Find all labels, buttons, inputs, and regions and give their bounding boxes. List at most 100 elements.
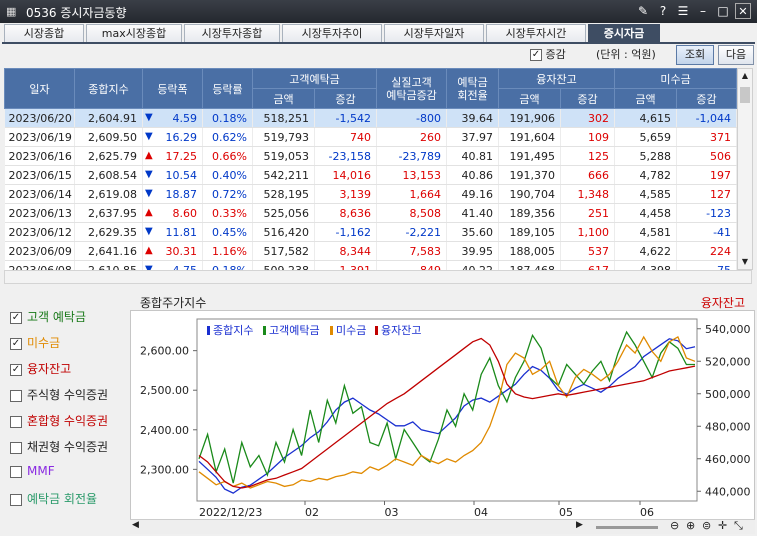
- col-deposit[interactable]: 고객예탁금: [251, 68, 378, 89]
- down-arrow-icon: ▼: [145, 111, 153, 123]
- chart-scroll-right-icon[interactable]: ▶: [576, 520, 583, 530]
- cell-margin-diff-value: 537: [588, 244, 610, 258]
- window-menu-icon[interactable]: ▦: [6, 5, 17, 18]
- line-chart[interactable]: 2,600.00 2,500.00 2,400.00 2,300.00 540,000 5…: [131, 311, 756, 521]
- zoom-slider[interactable]: [596, 526, 658, 529]
- chart-scroll-left-icon[interactable]: ◀: [132, 520, 139, 530]
- cell-deposit-value: 519,793: [263, 130, 310, 144]
- change-checkbox-group[interactable]: ✓ 증감: [530, 46, 566, 66]
- table-row[interactable]: 2023/06/19 2,609.50 ▼ 16.29 0.62% 519,793 740 2…: [4, 127, 738, 147]
- col-deposit-amount[interactable]: 금액: [252, 88, 315, 109]
- cell-deposit-value: 518,251: [263, 111, 310, 125]
- cell-rate: 0.45%: [202, 222, 253, 242]
- cell-margin-diff-value: 1,100: [577, 225, 610, 239]
- help-icon[interactable]: ?: [659, 4, 667, 18]
- cell-deposit-value: 516,420: [263, 225, 310, 239]
- cell-rate: 0.72%: [202, 184, 253, 204]
- tab-max-market-summary[interactable]: max시장종합: [86, 24, 182, 43]
- legend-checkbox[interactable]: [10, 441, 22, 454]
- col-margin-amount[interactable]: 금액: [498, 88, 562, 109]
- legend-checkbox[interactable]: [10, 493, 22, 506]
- tab-investor-daily[interactable]: 시장투자일자: [384, 24, 484, 43]
- settings-icon[interactable]: ☰: [677, 4, 689, 18]
- tab-market-summary[interactable]: 시장종합: [4, 24, 84, 43]
- table-row[interactable]: 2023/06/20 2,604.91 ▼ 4.59 0.18% 518,251 -1,54…: [4, 108, 738, 128]
- cell-margin-diff: 302: [560, 108, 616, 128]
- down-arrow-icon: ▼: [145, 263, 153, 275]
- cell-date-value: 2023/06/13: [8, 206, 72, 220]
- cell-unpaid: 4,622: [614, 241, 678, 261]
- cell-index-value: 2,604.91: [88, 111, 137, 125]
- legend-item[interactable]: 예탁금 회전율: [10, 490, 97, 507]
- cell-margin-diff: 1,348: [560, 184, 616, 204]
- cell-unpaid: 4,615: [614, 108, 678, 128]
- col-turnover[interactable]: 예탁금 회전율: [446, 68, 500, 109]
- minimize-icon[interactable]: –: [700, 4, 706, 18]
- legend-item[interactable]: ✓ 고객 예탁금: [10, 308, 86, 325]
- tab-market-funds[interactable]: 증시자금: [588, 24, 660, 43]
- cell-unpaid-value: 4,585: [639, 187, 672, 201]
- cell-unpaid-diff: 506: [676, 146, 738, 166]
- cell-unpaid-diff-value: 371: [710, 130, 732, 144]
- col-unpaid[interactable]: 미수금: [614, 68, 738, 89]
- table-vertical-scrollbar[interactable]: ▲ ▼: [737, 68, 753, 270]
- table-row[interactable]: 2023/06/16 2,625.79 ▲ 17.25 0.66% 519,053 -23,…: [4, 146, 738, 166]
- legend-checkbox[interactable]: ✓: [10, 337, 22, 350]
- legend-checkbox[interactable]: ✓: [10, 311, 22, 324]
- tab-investor-time[interactable]: 시장투자시간: [486, 24, 586, 43]
- col-date[interactable]: 일자: [4, 68, 75, 109]
- legend-item[interactable]: 혼합형 수익증권: [10, 412, 108, 429]
- legend-checkbox[interactable]: [10, 465, 22, 478]
- next-button[interactable]: 다음: [718, 45, 754, 65]
- col-unpaid-amount[interactable]: 금액: [614, 88, 678, 109]
- table-row[interactable]: 2023/06/13 2,637.95 ▲ 8.60 0.33% 525,056 8,636…: [4, 203, 738, 223]
- crosshair-icon[interactable]: ✛: [718, 519, 728, 532]
- legend-item[interactable]: MMF: [10, 464, 55, 478]
- change-checkbox[interactable]: ✓: [530, 49, 542, 61]
- tab-investor-summary[interactable]: 시장투자종합: [184, 24, 280, 43]
- cell-date: 2023/06/14: [4, 184, 75, 204]
- col-margin-diff[interactable]: 증감: [560, 88, 616, 109]
- col-index[interactable]: 종합지수: [74, 68, 143, 109]
- table-row[interactable]: 2023/06/12 2,629.35 ▼ 11.81 0.45% 516,420 -1,1…: [4, 222, 738, 242]
- splitter-bar[interactable]: [4, 270, 752, 284]
- cell-margin-value: 191,370: [509, 168, 556, 182]
- cell-rate-value: 0.40%: [212, 168, 247, 182]
- cell-date: 2023/06/13: [4, 203, 75, 223]
- maximize-icon[interactable]: □: [717, 4, 729, 18]
- chart-area[interactable]: 2,600.00 2,500.00 2,400.00 2,300.00 540,000 5…: [130, 310, 755, 520]
- legend-label: 주식형 수익증권: [27, 388, 109, 402]
- col-rate[interactable]: 등락률: [202, 68, 253, 109]
- legend-item[interactable]: ✓ 융자잔고: [10, 360, 71, 377]
- cell-deposit-diff-value: 3,139: [339, 187, 372, 201]
- expand-icon[interactable]: ⤡: [734, 519, 743, 532]
- table-row[interactable]: 2023/06/09 2,641.16 ▲ 30.31 1.16% 517,582 8,34…: [4, 241, 738, 261]
- col-deposit-diff[interactable]: 증감: [313, 88, 378, 109]
- col-real-deposit-change[interactable]: 실질고객 예탁금증감: [376, 68, 448, 109]
- legend-checkbox[interactable]: [10, 415, 22, 428]
- legend-checkbox[interactable]: ✓: [10, 363, 22, 376]
- query-button[interactable]: 조회: [676, 45, 714, 65]
- zoom-reset-icon[interactable]: ⊜: [702, 519, 712, 532]
- table-row[interactable]: 2023/06/14 2,619.08 ▼ 18.87 0.72% 528,195 3,13…: [4, 184, 738, 204]
- col-unpaid-diff[interactable]: 증감: [676, 88, 738, 109]
- zoom-out-icon[interactable]: ⊖: [670, 519, 680, 532]
- tab-investor-trend[interactable]: 시장투자추이: [282, 24, 382, 43]
- scroll-down-icon[interactable]: ▼: [741, 257, 749, 266]
- legend-item[interactable]: 주식형 수익증권: [10, 386, 108, 403]
- table-row[interactable]: 2023/06/15 2,608.54 ▼ 10.54 0.40% 542,211 14,0…: [4, 165, 738, 185]
- legend-item[interactable]: ✓ 미수금: [10, 334, 60, 351]
- legend-checkbox[interactable]: [10, 389, 22, 402]
- col-margin[interactable]: 융자잔고: [498, 68, 616, 89]
- scroll-up-icon[interactable]: ▲: [741, 71, 749, 80]
- legend-item[interactable]: 채권형 수익증권: [10, 438, 108, 455]
- cell-rate-value: 0.45%: [212, 225, 247, 239]
- zoom-in-icon[interactable]: ⊕: [686, 519, 696, 532]
- cell-index-value: 2,641.16: [88, 244, 137, 258]
- cell-deposit-value: 519,053: [263, 149, 310, 163]
- pin-icon[interactable]: ✎: [637, 4, 649, 18]
- scroll-thumb[interactable]: [740, 87, 750, 103]
- close-icon[interactable]: ✕: [735, 3, 751, 19]
- cell-margin-diff: 251: [560, 203, 616, 223]
- col-change[interactable]: 등락폭: [142, 68, 203, 109]
